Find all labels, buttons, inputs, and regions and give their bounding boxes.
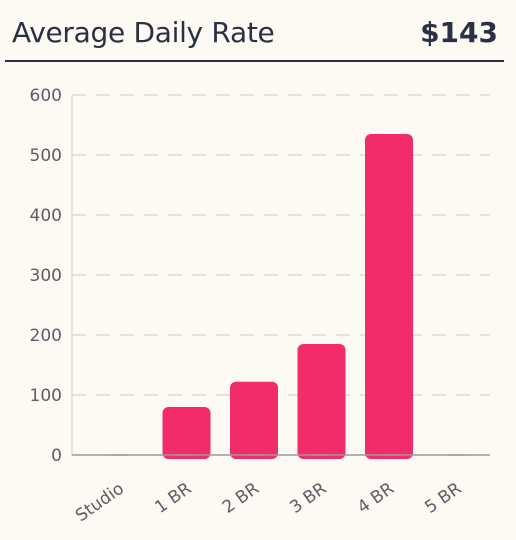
y-tick-label: 500 — [30, 146, 62, 166]
y-tick-label: 400 — [30, 206, 62, 226]
chart-title: Average Daily Rate — [12, 15, 275, 49]
y-axis: 0 100 200 300 400 500 600 — [30, 86, 73, 466]
bars — [162, 134, 413, 459]
x-tick-label: 1 BR — [151, 479, 195, 518]
y-tick-label: 300 — [30, 266, 62, 286]
bar-3-br — [297, 344, 346, 459]
x-tick-label: 2 BR — [219, 479, 263, 518]
x-tick-label: 3 BR — [286, 479, 330, 518]
bar-4-br — [365, 134, 413, 459]
x-tick-label: Studio — [72, 479, 128, 526]
y-tick-label: 600 — [30, 86, 62, 106]
header-divider — [5, 60, 504, 62]
y-tick-label: 0 — [51, 446, 62, 466]
chart-header: Average Daily Rate $143 — [12, 12, 498, 52]
x-tick-label: 4 BR — [354, 479, 398, 518]
y-tick-label: 100 — [30, 386, 62, 406]
bar-1-br — [162, 407, 211, 459]
x-tick-label: 5 BR — [421, 479, 465, 518]
bar-2-br — [230, 381, 278, 459]
y-tick-label: 200 — [30, 326, 62, 346]
average-rate-value: $143 — [420, 15, 498, 49]
grid-lines — [72, 94, 490, 396]
x-axis: Studio 1 BR 2 BR 3 BR 4 BR 5 BR — [72, 454, 490, 526]
